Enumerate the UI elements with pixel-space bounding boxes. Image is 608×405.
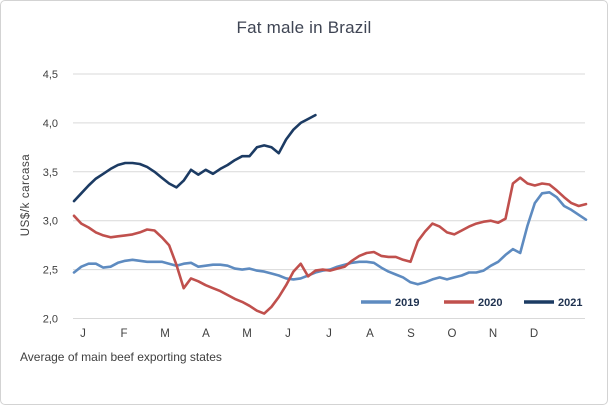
legend-item-2021: 2021	[524, 297, 582, 309]
y-tick-label: 2,5	[43, 265, 58, 277]
y-axis-title: US$/k carcasa	[20, 153, 32, 237]
x-tick-label: M	[242, 328, 252, 340]
legend-label-2020: 2020	[478, 297, 502, 309]
x-tick-label: J	[326, 328, 332, 340]
y-tick-label: 3,5	[43, 167, 58, 179]
y-tick-label: 3,0	[43, 216, 58, 228]
legend-item-2019: 2019	[361, 297, 419, 309]
x-tick-label: J	[285, 328, 291, 340]
x-tick-label: A	[202, 328, 210, 340]
series-line-2020	[72, 176, 588, 315]
chart-footnote: Average of main beef exporting states	[20, 350, 222, 364]
chart-title: Fat male in Brazil	[236, 18, 372, 37]
legend: 2019 2020 2021	[361, 297, 582, 309]
series-line-2021	[72, 113, 317, 203]
legend-item-2020: 2020	[444, 297, 502, 309]
legend-label-2019: 2019	[395, 297, 419, 309]
y-tick-label: 4,0	[43, 118, 58, 130]
gridlines: 2,0 2,5 3,0 3,5 4,0 4,5	[43, 69, 585, 326]
x-tick-label: O	[448, 328, 457, 340]
x-tick-label: D	[530, 328, 538, 340]
x-tick-label: M	[160, 328, 170, 340]
x-tick-label: A	[366, 328, 374, 340]
x-tick-label: F	[120, 328, 127, 340]
x-tick-label: J	[80, 328, 86, 340]
x-tick-label: N	[489, 328, 497, 340]
x-tick-label: S	[407, 328, 415, 340]
legend-label-2021: 2021	[558, 297, 582, 309]
y-tick-label: 4,5	[43, 69, 58, 81]
y-tick-label: 2,0	[43, 314, 58, 326]
